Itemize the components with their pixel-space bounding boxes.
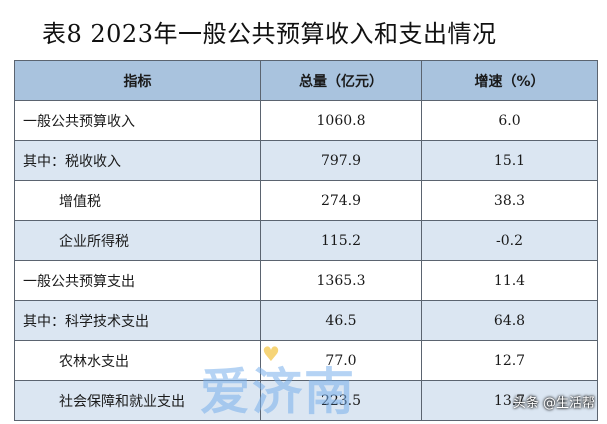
table-row: 增值税 274.9 38.3	[14, 180, 598, 221]
row-growth: 64.8	[421, 300, 598, 341]
budget-table: 指标 总量（亿元） 增速（%） 一般公共预算收入 1060.8 6.0 其中：税…	[14, 60, 598, 421]
table-header-row: 指标 总量（亿元） 增速（%）	[14, 60, 598, 101]
row-name: 增值税	[14, 180, 261, 221]
row-total: 797.9	[260, 140, 422, 181]
row-growth: 11.4	[421, 260, 598, 301]
row-name: 农林水支出	[14, 340, 261, 381]
row-name: 企业所得税	[14, 220, 261, 261]
table-row: 农林水支出 77.0 12.7	[14, 340, 598, 381]
row-total: 223.5	[260, 380, 422, 421]
header-total: 总量（亿元）	[260, 60, 422, 101]
table-row: 社会保障和就业支出 223.5 13.7	[14, 380, 598, 421]
heart-icon: ♥	[262, 342, 282, 366]
header-indicator: 指标	[14, 60, 261, 101]
watermark-text: 爱济南	[200, 363, 356, 421]
row-total: 46.5	[260, 300, 422, 341]
row-total: 115.2	[260, 220, 422, 261]
row-name: 社会保障和就业支出	[14, 380, 261, 421]
table-row: 一般公共预算支出 1365.3 11.4	[14, 260, 598, 301]
row-name: 一般公共预算收入	[14, 100, 261, 141]
table-title: 表8 2023年一般公共预算收入和支出情况	[42, 20, 497, 48]
source-credit: 头条 @生活帮	[512, 396, 595, 411]
row-growth: 6.0	[421, 100, 598, 141]
row-total: 274.9	[260, 180, 422, 221]
row-growth: 38.3	[421, 180, 598, 221]
row-total: 1365.3	[260, 260, 422, 301]
table-row: 一般公共预算收入 1060.8 6.0	[14, 100, 598, 141]
row-growth: 13.7	[421, 380, 598, 421]
table-row: 企业所得税 115.2 -0.2	[14, 220, 598, 261]
table-row: 其中：税收收入 797.9 15.1	[14, 140, 598, 181]
row-total: 77.0	[260, 340, 422, 381]
row-name: 其中：税收收入	[14, 140, 261, 181]
row-growth: -0.2	[421, 220, 598, 261]
header-growth: 增速（%）	[421, 60, 598, 101]
data-table-container: 指标 总量（亿元） 增速（%） 一般公共预算收入 1060.8 6.0 其中：税…	[14, 60, 598, 421]
row-total: 1060.8	[260, 100, 422, 141]
row-name: 其中：科学技术支出	[14, 300, 261, 341]
row-growth: 15.1	[421, 140, 598, 181]
row-growth: 12.7	[421, 340, 598, 381]
table-row: 其中：科学技术支出 46.5 64.8	[14, 300, 598, 341]
row-name: 一般公共预算支出	[14, 260, 261, 301]
watermark-logo: 爱济南 ♥	[200, 342, 356, 424]
